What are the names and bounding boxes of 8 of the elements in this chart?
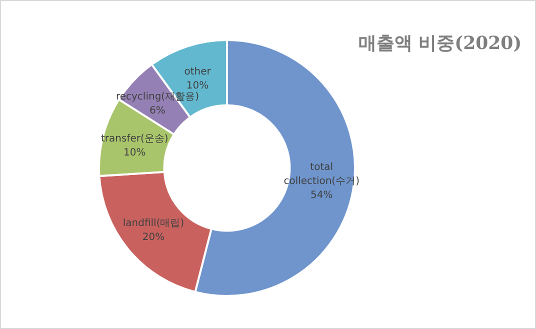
data-label: 10% <box>124 147 146 158</box>
slice-label: landfill(매립) <box>122 218 184 229</box>
data-label: 54% <box>310 190 333 201</box>
text: 매출액 비중(2020) <box>358 33 522 54</box>
slice-label: other <box>184 66 212 78</box>
data-label: 6% <box>150 106 166 117</box>
data-label: 20% <box>142 232 165 243</box>
data-label: 10% <box>186 80 209 92</box>
